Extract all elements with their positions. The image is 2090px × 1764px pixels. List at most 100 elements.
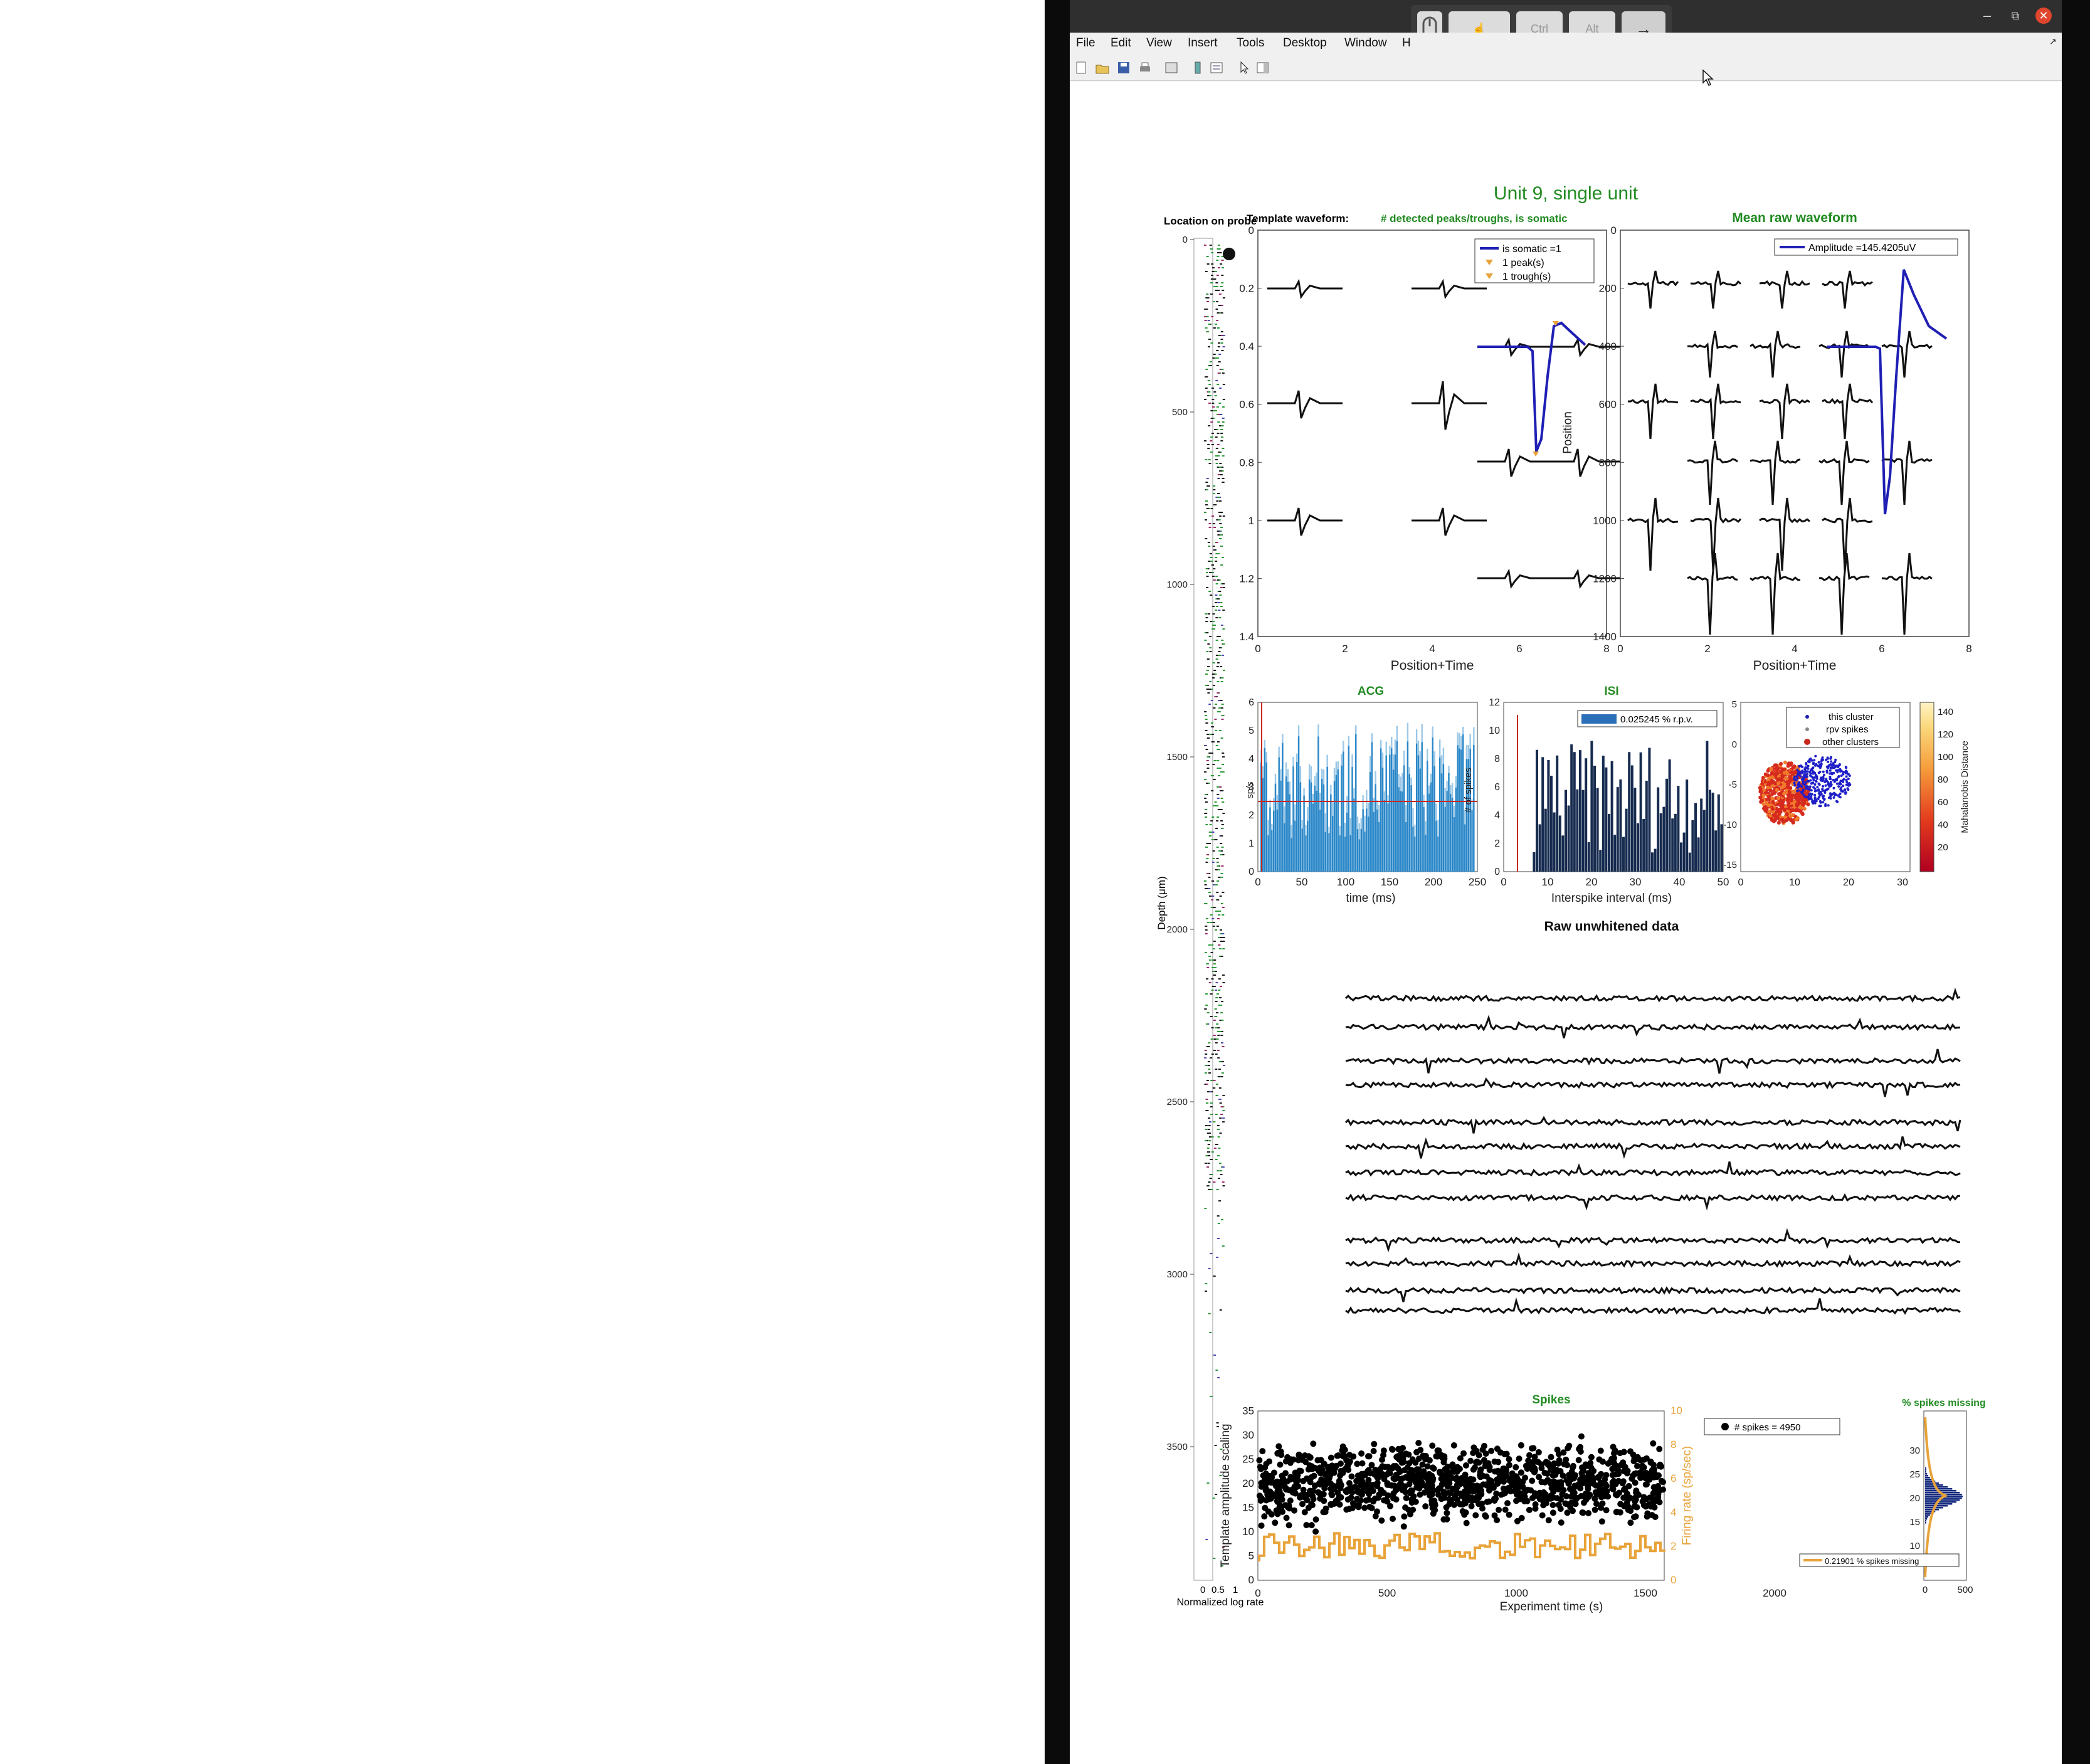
insert-colorbar-icon[interactable] — [1190, 60, 1205, 75]
probe-dot — [1206, 967, 1210, 968]
title-bar: ☝ Ctrl Alt → – ⧉ ✕ — [1070, 0, 2062, 53]
missing-bar — [1925, 1490, 1956, 1492]
acg-bar — [1353, 798, 1355, 872]
this-cluster-point — [1822, 770, 1825, 773]
cluster-ytick: 0 — [1732, 739, 1737, 750]
spikes-xlabel: Experiment time (s) — [1500, 1600, 1603, 1613]
menu-tools[interactable]: Tools — [1237, 36, 1265, 50]
acg-bar — [1405, 822, 1407, 872]
probe-dot — [1215, 655, 1218, 656]
probe-dot — [1206, 854, 1209, 855]
this-cluster-point — [1810, 759, 1813, 762]
spike-point — [1410, 1476, 1417, 1482]
spike-point — [1393, 1496, 1400, 1503]
probe-dot — [1218, 914, 1221, 916]
spike-point — [1558, 1479, 1565, 1486]
probe-dot — [1211, 967, 1215, 968]
probe-dot — [1206, 1023, 1208, 1025]
probe-dot — [1218, 700, 1221, 701]
probe-dot — [1205, 1155, 1208, 1156]
other-cluster-point — [1758, 788, 1763, 792]
menu-desktop[interactable]: Desktop — [1283, 36, 1327, 50]
probe-dot — [1208, 1268, 1211, 1269]
template-traces — [1267, 278, 1622, 589]
acg-bar — [1457, 745, 1459, 872]
menu-insert[interactable]: Insert — [1188, 36, 1218, 50]
print-icon[interactable] — [1137, 60, 1153, 75]
menu-view[interactable]: View — [1146, 36, 1172, 50]
probe-dot — [1218, 997, 1222, 998]
spike-point — [1365, 1453, 1371, 1460]
this-cluster-point — [1829, 778, 1832, 780]
spike-point — [1526, 1452, 1533, 1459]
spike-point — [1372, 1466, 1379, 1473]
isi-bar — [1700, 798, 1703, 872]
probe-dot — [1215, 884, 1218, 885]
acg-xtick: 50 — [1296, 876, 1308, 888]
menu-edit[interactable]: Edit — [1111, 36, 1131, 50]
probe-dot — [1206, 756, 1210, 758]
acg-bar — [1351, 766, 1353, 872]
missing-bar — [1925, 1471, 1926, 1473]
property-editor-icon[interactable] — [1255, 60, 1270, 75]
probe-dot — [1208, 365, 1211, 366]
insert-legend-icon[interactable] — [1209, 60, 1224, 75]
probe-dot — [1216, 1095, 1218, 1096]
probe-dot — [1212, 523, 1215, 524]
probe-dot — [1214, 673, 1217, 675]
isi-bar — [1553, 812, 1556, 872]
open-file-icon[interactable] — [1095, 60, 1110, 75]
probe-dot — [1211, 790, 1214, 791]
isi-bar — [1585, 758, 1588, 872]
dock-arrow-icon[interactable]: ↗ — [2049, 36, 2057, 46]
spike-point — [1634, 1454, 1641, 1460]
other-cluster-point — [1790, 820, 1795, 823]
this-cluster-point — [1812, 770, 1815, 773]
probe-dot — [1204, 640, 1207, 641]
minimize-button[interactable]: – — [1983, 8, 1992, 23]
this-cluster-point — [1804, 795, 1807, 798]
spike-point — [1560, 1449, 1567, 1456]
spike-point — [1647, 1503, 1654, 1510]
probe-dot — [1216, 805, 1219, 806]
spike-point — [1613, 1462, 1620, 1469]
link-plot-icon[interactable] — [1164, 60, 1179, 75]
other-cluster-point — [1785, 812, 1789, 816]
menu-file[interactable]: File — [1076, 36, 1095, 50]
isi-bar — [1550, 776, 1553, 872]
spike-point — [1578, 1433, 1585, 1440]
probe-dot — [1213, 1050, 1216, 1051]
pointer-icon[interactable] — [1237, 60, 1252, 75]
other-cluster-point — [1771, 797, 1775, 801]
menu-help[interactable]: H — [1402, 36, 1411, 50]
this-cluster-point — [1796, 777, 1799, 780]
spike-point — [1482, 1513, 1489, 1520]
this-cluster-point — [1842, 773, 1845, 776]
spike-point — [1631, 1503, 1638, 1510]
this-cluster-point — [1821, 788, 1824, 791]
probe-dot — [1205, 327, 1208, 329]
this-cluster-point — [1823, 798, 1826, 801]
spike-point — [1295, 1457, 1302, 1464]
close-button[interactable]: ✕ — [2035, 8, 2052, 24]
probe-dot — [1217, 553, 1220, 554]
probe-dot — [1213, 568, 1216, 569]
probe-dot — [1220, 798, 1223, 799]
probe-dot — [1220, 737, 1223, 739]
probe-dot — [1217, 1223, 1220, 1224]
acg-bar — [1459, 748, 1460, 872]
spike-point — [1391, 1482, 1398, 1489]
menu-window[interactable]: Window — [1344, 36, 1387, 50]
probe-dot — [1220, 1114, 1223, 1115]
spike-point — [1486, 1498, 1492, 1505]
new-figure-icon[interactable] — [1074, 60, 1089, 75]
spike-point — [1443, 1516, 1450, 1523]
probe-dot — [1220, 1035, 1223, 1036]
raw-xtick: 6 — [1879, 643, 1884, 655]
restore-button[interactable]: ⧉ — [2011, 9, 2020, 22]
save-icon[interactable] — [1116, 60, 1131, 75]
probe-dot — [1212, 922, 1215, 923]
probe-dot — [1217, 1426, 1220, 1427]
spike-point — [1283, 1514, 1290, 1521]
probe-dot — [1209, 835, 1212, 837]
